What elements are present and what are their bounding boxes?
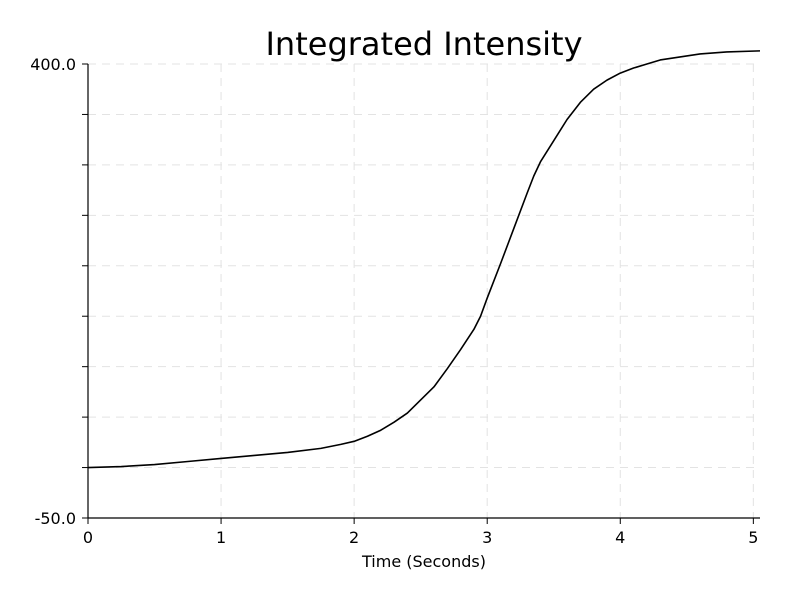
chart-title: Integrated Intensity — [265, 25, 582, 63]
x-axis-label: Time (Seconds) — [361, 552, 486, 571]
series-layer — [87, 50, 761, 469]
y-tick-label: -50.0 — [35, 509, 76, 528]
y-tick-label: 400.0 — [30, 55, 76, 74]
x-tick-label: 3 — [482, 528, 492, 547]
x-tick-label: 5 — [748, 528, 758, 547]
series-line — [87, 50, 761, 469]
x-tick-label: 4 — [615, 528, 625, 547]
x-tick-label: 2 — [349, 528, 359, 547]
axes — [87, 64, 760, 519]
grid — [87, 63, 760, 519]
x-tick-label: 1 — [216, 528, 226, 547]
x-tick-label: 0 — [83, 528, 93, 547]
ticks: 0 1 2 3 4 5 -50.0 400.0 — [30, 55, 758, 547]
